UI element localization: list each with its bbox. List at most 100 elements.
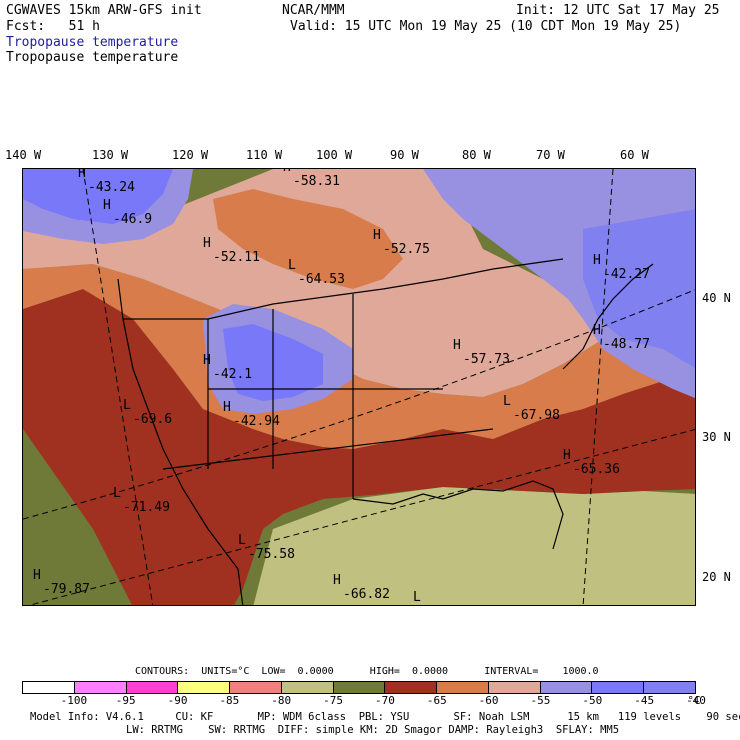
legend-tick-label: -40 — [686, 694, 706, 707]
legend-swatch — [281, 682, 334, 693]
legend-tick-label: -90 — [167, 694, 188, 707]
legend-tick-label: -95 — [115, 694, 136, 707]
legend-unit: °C — [687, 694, 701, 707]
legend-swatch — [644, 682, 695, 693]
legend-swatch — [385, 682, 438, 693]
high-marker: H — [593, 253, 601, 268]
lon-label: 60 W — [620, 148, 649, 162]
extremum-value: -79.87 — [43, 582, 90, 597]
low-marker: L — [288, 258, 296, 273]
extremum-value: -67.98 — [513, 408, 560, 423]
extremum-value: -43.24 — [88, 180, 135, 195]
extremum-value: -52.11 — [213, 250, 260, 265]
color-legend — [22, 681, 696, 694]
tropopause-temperature-map: H-43.24H-46.9H-58.31H-52.75H-52.11L-64.5… — [22, 168, 696, 606]
legend-tick-label: -85 — [219, 694, 240, 707]
legend-tick-label: -65 — [426, 694, 447, 707]
extremum-value: -52.75 — [383, 242, 430, 257]
low-marker: L — [238, 533, 246, 548]
legend-ticks: -100 -95 -90 -85 -80 -75 -70 -65 -60 -55 -50 -45 -40… — [22, 694, 706, 708]
lon-label: 110 W — [246, 148, 283, 162]
legend-swatch — [437, 682, 489, 693]
parallel-30n — [28, 429, 695, 605]
legend-swatch — [540, 682, 593, 693]
extremum-value: -46.9 — [113, 212, 152, 227]
shade-blue-ne — [583, 209, 695, 368]
east-coast — [562, 263, 654, 370]
low-marker: L — [503, 394, 511, 409]
organization: NCAR/MMM — [282, 3, 345, 18]
lon-label: 130 W — [92, 148, 129, 162]
legend-tick-label: -75 — [323, 694, 343, 707]
lon-label: 120 W — [172, 148, 209, 162]
forecast-hour: Fcst: 51 h — [6, 19, 100, 34]
high-marker: H — [333, 573, 341, 588]
high-marker: H — [203, 353, 211, 368]
legend-swatch — [23, 682, 75, 693]
legend-swatch — [74, 682, 127, 693]
meridian — [582, 169, 614, 605]
lon-label: 70 W — [536, 148, 565, 162]
pressure-labels: H-43.24H-46.9H-58.31H-52.75H-52.11L-64.5… — [33, 169, 680, 606]
extremum-value: -65.36 — [573, 462, 620, 477]
extremum-value: -69.6 — [133, 412, 172, 427]
high-marker: H — [563, 448, 571, 463]
legend-tick-label: -70 — [374, 694, 395, 707]
low-marker: L — [113, 486, 121, 501]
extremum-value: -80.67 — [633, 604, 680, 606]
legend-swatch — [178, 682, 231, 693]
high-marker: H — [223, 400, 231, 415]
extremum-value: -48.77 — [603, 337, 650, 352]
high-marker: H — [78, 169, 86, 181]
init-time: Init: 12 UTC Sat 17 May 25 — [516, 3, 720, 18]
legend-swatch — [333, 682, 386, 693]
shade-orange-north — [213, 189, 403, 289]
legend-tick-label: -45 — [634, 694, 655, 707]
lon-label: 80 W — [462, 148, 491, 162]
shade-dark-red — [23, 289, 695, 605]
lat-label: 30 N — [702, 430, 731, 444]
extremum-value: -57.73 — [463, 352, 510, 367]
low-marker: L — [413, 590, 421, 605]
field-title-secondary: Tropopause temperature — [6, 50, 179, 65]
lon-label: 100 W — [316, 148, 353, 162]
extremum-value: -71.49 — [123, 500, 170, 515]
legend-tick-label: -80 — [271, 694, 292, 707]
contour-info: CONTOURS: UNITS=°C LOW= 0.0000 HIGH= 0.0… — [135, 666, 599, 677]
extremum-value: -42.94 — [233, 414, 280, 429]
legend-tick-label: -50 — [582, 694, 603, 707]
shade-orange — [23, 264, 695, 449]
legend-swatch — [592, 682, 645, 693]
gulf-coast — [352, 480, 564, 550]
high-marker: H — [33, 568, 41, 583]
high-marker: H — [103, 198, 111, 213]
valid-time: Valid: 15 UTC Mon 19 May 25 (10 CDT Mon … — [290, 19, 682, 34]
lon-label: 90 W — [390, 148, 419, 162]
extremum-value: -64.53 — [298, 272, 345, 287]
high-marker: H — [283, 169, 291, 175]
extremum-value: -75.58 — [248, 547, 295, 562]
legend-swatch — [488, 682, 541, 693]
model-info-line1: Model Info: V4.6.1 CU: KF MP: WDM 6class… — [30, 711, 740, 723]
field-title-primary: Tropopause temperature — [6, 35, 179, 50]
extremum-value: -42.27 — [603, 267, 650, 282]
model-info-line2: LW: RRTMG SW: RRTMG DIFF: simple KM: 2D … — [126, 724, 620, 736]
legend-swatch — [126, 682, 179, 693]
model-title: CGWAVES 15km ARW-GFS init — [6, 3, 202, 18]
legend-tick-label: -55 — [530, 694, 551, 707]
low-marker: L — [123, 398, 131, 413]
high-marker: H — [203, 236, 211, 251]
legend-swatch — [230, 682, 282, 693]
shade-blue-nw — [23, 169, 173, 224]
legend-tick-label: -100 — [60, 694, 88, 707]
high-marker: H — [593, 323, 601, 338]
lat-label: 20 N — [702, 570, 731, 584]
extremum-value: -42.1 — [213, 367, 252, 382]
legend-tick-label: -60 — [478, 694, 499, 707]
lon-label: 140 W — [5, 148, 42, 162]
meridian — [82, 169, 154, 605]
high-marker: H — [373, 228, 381, 243]
lat-label: 40 N — [702, 291, 731, 305]
extremum-value: -58.31 — [293, 174, 340, 189]
west-coast — [117, 278, 244, 605]
